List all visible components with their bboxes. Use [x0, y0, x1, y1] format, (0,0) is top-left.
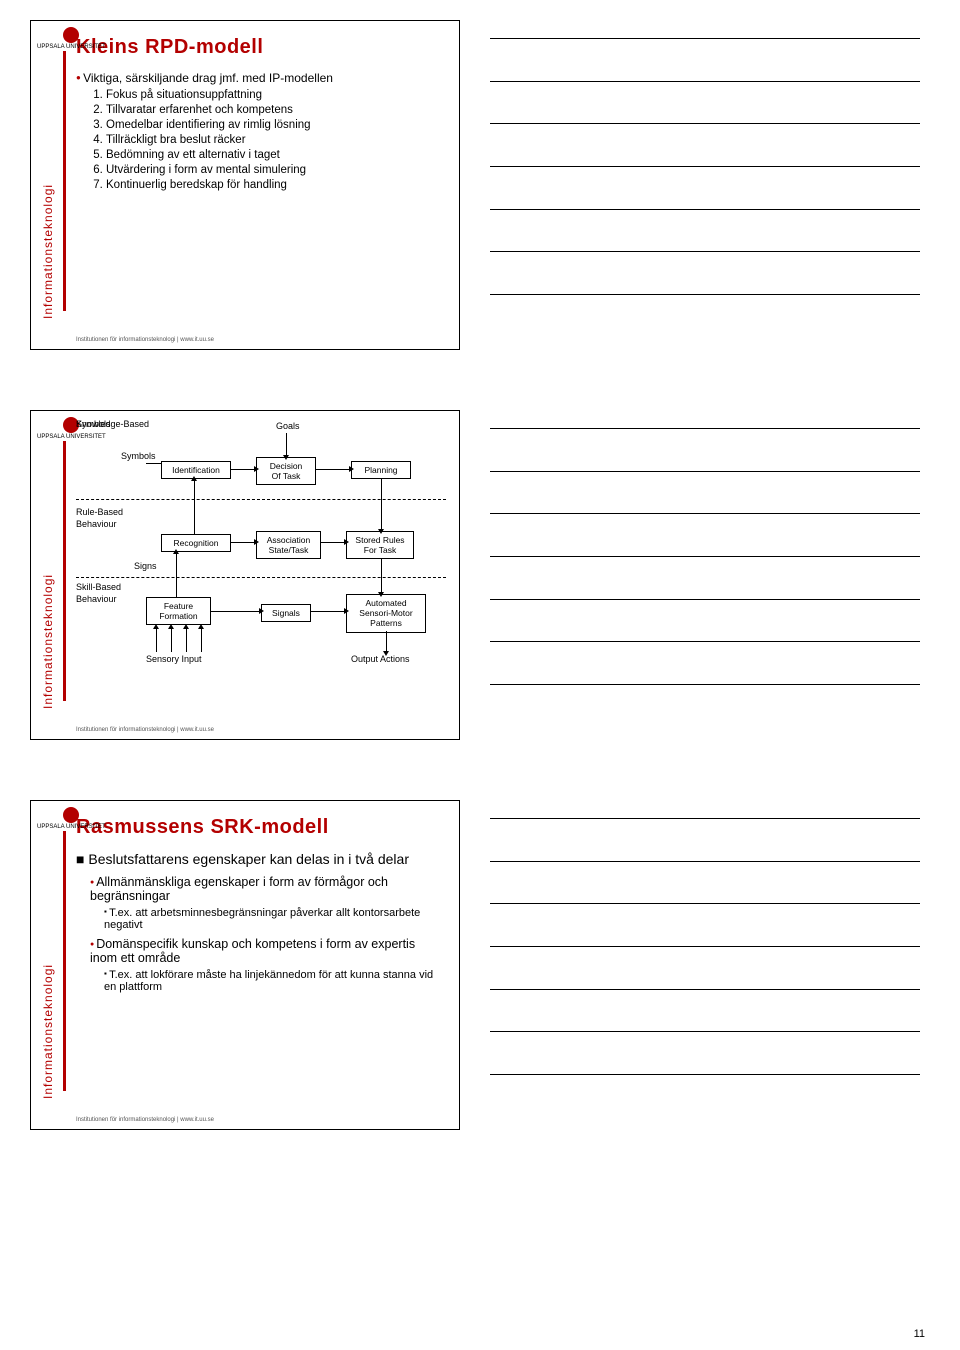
- uppsala-logo: UPPSALA UNIVERSITET: [37, 807, 106, 831]
- slide-2: UPPSALA UNIVERSITET Informationsteknolog…: [30, 410, 460, 740]
- label-behaviour: Behaviour: [76, 519, 117, 529]
- logo-text: UPPSALA UNIVERSITET: [37, 44, 106, 50]
- box-stored: Stored Rules For Task: [346, 531, 414, 559]
- sidebar-label: Informationsteknologi: [41, 574, 55, 709]
- slide3-sub1: Allmänmänskliga egenskaper i form av för…: [90, 875, 444, 903]
- divider-1: [76, 499, 446, 500]
- accent-bar: [63, 831, 66, 1091]
- box-association: Association State/Task: [256, 531, 321, 559]
- slide-footer: Institutionen för informationsteknologi …: [76, 337, 214, 343]
- notes-lines: [490, 20, 920, 350]
- box-signals: Signals: [261, 604, 311, 622]
- slide-1: UPPSALA UNIVERSITET Informationsteknolog…: [30, 20, 460, 350]
- slide-footer: Institutionen för informationsteknologi …: [76, 727, 214, 733]
- slide1-bullet: Viktiga, särskiljande drag jmf. med IP-m…: [76, 71, 444, 85]
- box-automated: Automated Sensori-Motor Patterns: [346, 594, 426, 633]
- list-item: Kontinuerlig beredskap för handling: [106, 179, 444, 191]
- slide1-title: Kleins RPD-modell: [76, 36, 444, 59]
- slide3-main: ■ Beslutsfattarens egenskaper kan delas …: [76, 851, 444, 867]
- box-decision: Decision Of Task: [256, 457, 316, 485]
- logo-text: UPPSALA UNIVERSITET: [37, 824, 106, 830]
- label-symbols2: Symbols: [121, 451, 156, 461]
- notes-lines: [490, 800, 920, 1130]
- label-rule: Rule-Based: [76, 507, 123, 517]
- list-item: Utvärdering i form av mental simulering: [106, 164, 444, 176]
- label-skill: Skill-Based: [76, 582, 121, 592]
- slide3-sub1ex: T.ex. att arbetsminnesbegränsningar påve…: [104, 907, 444, 931]
- slide1-list: Fokus på situationsuppfattning Tillvarat…: [106, 89, 444, 191]
- label-goals: Goals: [276, 421, 300, 431]
- list-item: Bedömning av ett alternativ i taget: [106, 149, 444, 161]
- slide3-sub2ex: T.ex. att lokförare måste ha linjekänned…: [104, 969, 444, 993]
- page-number: 11: [914, 1328, 925, 1340]
- sidebar-label: Informationsteknologi: [41, 184, 55, 319]
- slide-3: UPPSALA UNIVERSITET Informationsteknolog…: [30, 800, 460, 1130]
- label-sensory: Sensory Input: [146, 654, 202, 664]
- box-recognition: Recognition: [161, 534, 231, 552]
- box-planning: Planning: [351, 461, 411, 479]
- slide3-title: Rasmussens SRK-modell: [76, 816, 444, 839]
- label-symbols: Symbols: [76, 419, 111, 429]
- srk-diagram: Knowledge-Based Symbols Goals Symbols Id…: [76, 419, 444, 689]
- label-signs: Signs: [134, 561, 157, 571]
- accent-bar: [63, 441, 66, 701]
- label-output: Output Actions: [351, 654, 410, 664]
- slide3-sub2: Domänspecifik kunskap och kompetens i fo…: [90, 937, 444, 965]
- list-item: Fokus på situationsuppfattning: [106, 89, 444, 101]
- divider-2: [76, 577, 446, 578]
- label-behaviour2: Behaviour: [76, 594, 117, 604]
- list-item: Tillräckligt bra beslut räcker: [106, 134, 444, 146]
- box-feature: Feature Formation: [146, 597, 211, 625]
- list-item: Omedelbar identifiering av rimlig lösnin…: [106, 119, 444, 131]
- slide-footer: Institutionen för informationsteknologi …: [76, 1117, 214, 1123]
- sidebar-label: Informationsteknologi: [41, 964, 55, 1099]
- list-item: Tillvaratar erfarenhet och kompetens: [106, 104, 444, 116]
- notes-lines: [490, 410, 920, 740]
- uppsala-logo: UPPSALA UNIVERSITET: [37, 27, 106, 51]
- accent-bar: [63, 51, 66, 311]
